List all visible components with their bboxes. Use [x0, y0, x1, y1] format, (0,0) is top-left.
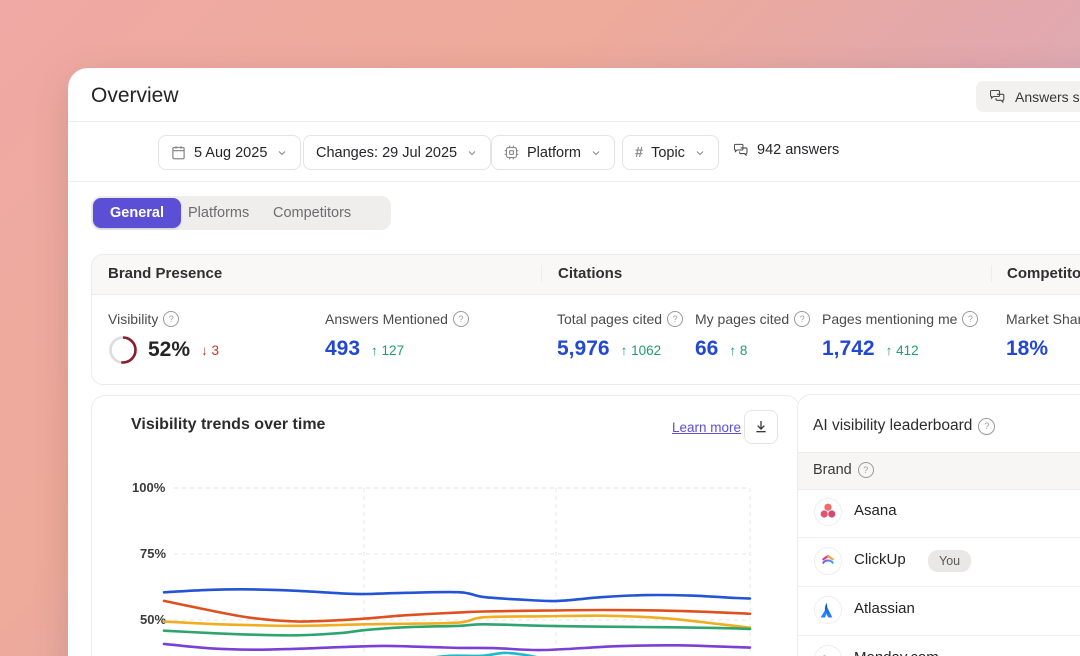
svg-text:50%: 50%	[140, 612, 166, 627]
svg-text:100%: 100%	[132, 480, 166, 495]
svg-text:75%: 75%	[140, 546, 166, 561]
